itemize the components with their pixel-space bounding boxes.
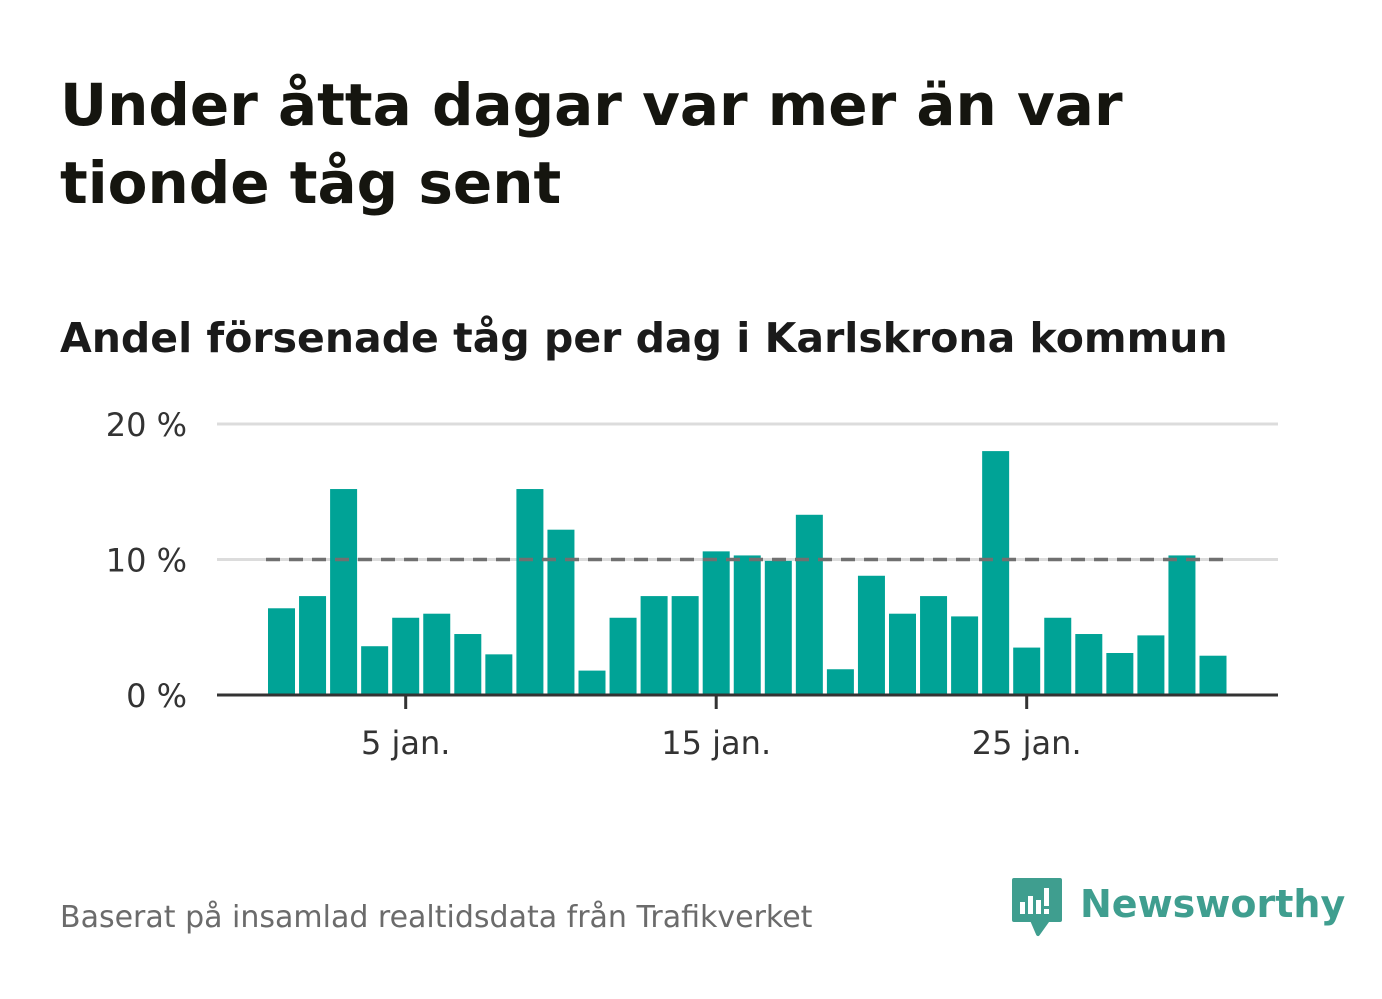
- bar: [733, 555, 761, 695]
- bar: [454, 634, 482, 695]
- tick-labels: 0 % 10 % 20 % 5 jan. 15 jan. 25 jan.: [106, 406, 1082, 762]
- y-tick-label: 10 %: [106, 542, 187, 580]
- bar: [1168, 555, 1196, 695]
- chart-subtitle: Andel försenade tåg per dag i Karlskrona…: [60, 314, 1228, 362]
- newsworthy-logo-icon: [1012, 878, 1062, 936]
- bar: [1106, 653, 1134, 695]
- source-note: Baserat på insamlad realtidsdata från Tr…: [60, 900, 813, 935]
- bar: [578, 670, 606, 695]
- axes: [217, 693, 1278, 709]
- bar: [982, 451, 1010, 695]
- bar: [268, 608, 295, 695]
- bar: [361, 646, 389, 695]
- bar: [857, 575, 885, 695]
- bar: [609, 617, 637, 695]
- bar: [640, 596, 668, 695]
- y-tick-label: 0 %: [126, 677, 187, 715]
- bar: [516, 489, 544, 695]
- bar: [795, 514, 823, 695]
- bar: [826, 669, 854, 695]
- bar: [889, 613, 916, 695]
- x-tick-label: 5 jan.: [361, 724, 450, 762]
- bar: [485, 654, 513, 695]
- bar: [702, 551, 730, 695]
- bar: [951, 616, 979, 695]
- bar: [423, 613, 451, 695]
- bars: [268, 451, 1227, 695]
- y-tick-label: 20 %: [106, 406, 187, 444]
- brand-name: Newsworthy: [1080, 882, 1346, 926]
- bar: [547, 529, 575, 695]
- bar: [1075, 634, 1103, 695]
- x-tick-label: 25 jan.: [972, 724, 1082, 762]
- bar: [1199, 655, 1227, 695]
- bar: [299, 596, 327, 695]
- brand-logo: Newsworthy: [1010, 876, 1345, 942]
- bar: [330, 489, 358, 695]
- bar: [392, 617, 420, 695]
- bar: [671, 596, 699, 695]
- gridlines: [217, 422, 1278, 561]
- bar: [764, 560, 792, 695]
- bar: [1137, 635, 1165, 695]
- x-tick-label: 15 jan.: [661, 724, 771, 762]
- bar: [1044, 617, 1072, 695]
- bar: [1013, 647, 1041, 695]
- bar: [920, 596, 948, 695]
- chart-title: Under åtta dagar var mer än var tionde t…: [60, 71, 1123, 217]
